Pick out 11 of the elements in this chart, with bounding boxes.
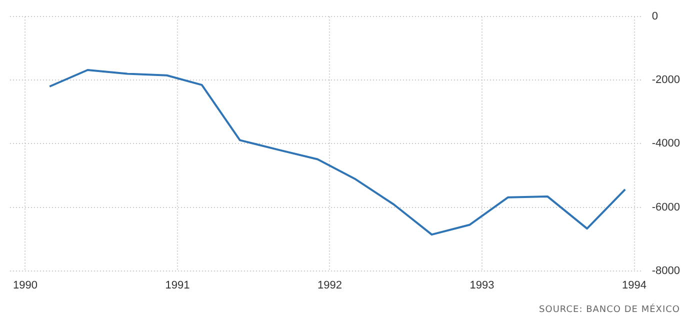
y-tick-label: -8000 — [652, 264, 680, 277]
x-tick-label: 1990 — [12, 279, 38, 292]
y-tick-label: -6000 — [652, 201, 680, 214]
x-tick-label: 1992 — [317, 279, 342, 292]
x-tick-label: 1993 — [470, 279, 494, 292]
y-tick-label: 0 — [652, 10, 658, 23]
y-tick-label: -2000 — [652, 74, 680, 86]
x-tick-label: 1991 — [165, 279, 190, 292]
source-note: SOURCE: BANCO DE MÉXICO — [539, 305, 680, 315]
y-tick-label: -4000 — [652, 138, 680, 150]
x-tick-label: 1994 — [622, 279, 646, 292]
